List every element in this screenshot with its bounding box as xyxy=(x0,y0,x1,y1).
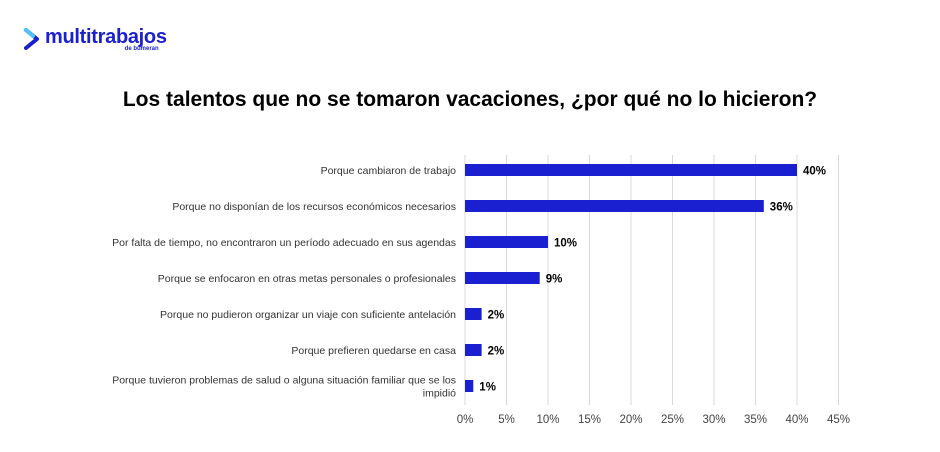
brand-arrow-icon xyxy=(24,28,39,50)
category-label: Porque cambiaron de trabajo xyxy=(321,165,457,177)
x-tick-label: 45% xyxy=(827,414,850,426)
bar xyxy=(465,164,797,176)
bar xyxy=(465,380,474,392)
value-label: 2% xyxy=(488,346,505,358)
x-tick-label: 0% xyxy=(457,414,474,426)
brand-name: multitrabajos xyxy=(45,26,167,48)
x-tick-label: 25% xyxy=(661,414,684,426)
category-label: Porque no disponían de los recursos econ… xyxy=(172,201,456,213)
x-tick-label: 10% xyxy=(536,414,559,426)
value-label: 36% xyxy=(770,202,793,214)
bar xyxy=(465,236,548,248)
bar xyxy=(465,344,482,356)
value-label: 1% xyxy=(479,382,496,394)
x-tick-label: 5% xyxy=(498,414,515,426)
category-label: Porque prefieren quedarse en casa xyxy=(291,345,456,357)
brand-logo: multitrabajos de bumeran xyxy=(24,26,167,52)
x-tick-label: 40% xyxy=(785,414,808,426)
category-label: Porque tuvieron problemas de salud o alg… xyxy=(112,375,456,400)
category-label: Porque no pudieron organizar un viaje co… xyxy=(160,309,456,321)
value-label: 9% xyxy=(546,274,563,286)
bar xyxy=(465,308,482,320)
bar xyxy=(465,272,540,284)
bar xyxy=(465,200,764,212)
x-tick-label: 30% xyxy=(702,414,725,426)
value-label: 2% xyxy=(488,310,505,322)
chart-title: Los talentos que no se tomaron vacacione… xyxy=(122,88,818,111)
category-label: Porque se enfocaron en otras metas perso… xyxy=(158,273,456,285)
value-label: 40% xyxy=(803,166,826,178)
x-tick-label: 35% xyxy=(744,414,767,426)
value-label: 10% xyxy=(554,238,577,250)
x-tick-label: 20% xyxy=(619,414,642,426)
x-tick-label: 15% xyxy=(578,414,601,426)
brand-subtitle: de bumeran xyxy=(124,46,159,52)
category-label: Por falta de tiempo, no encontraron un p… xyxy=(112,237,456,249)
